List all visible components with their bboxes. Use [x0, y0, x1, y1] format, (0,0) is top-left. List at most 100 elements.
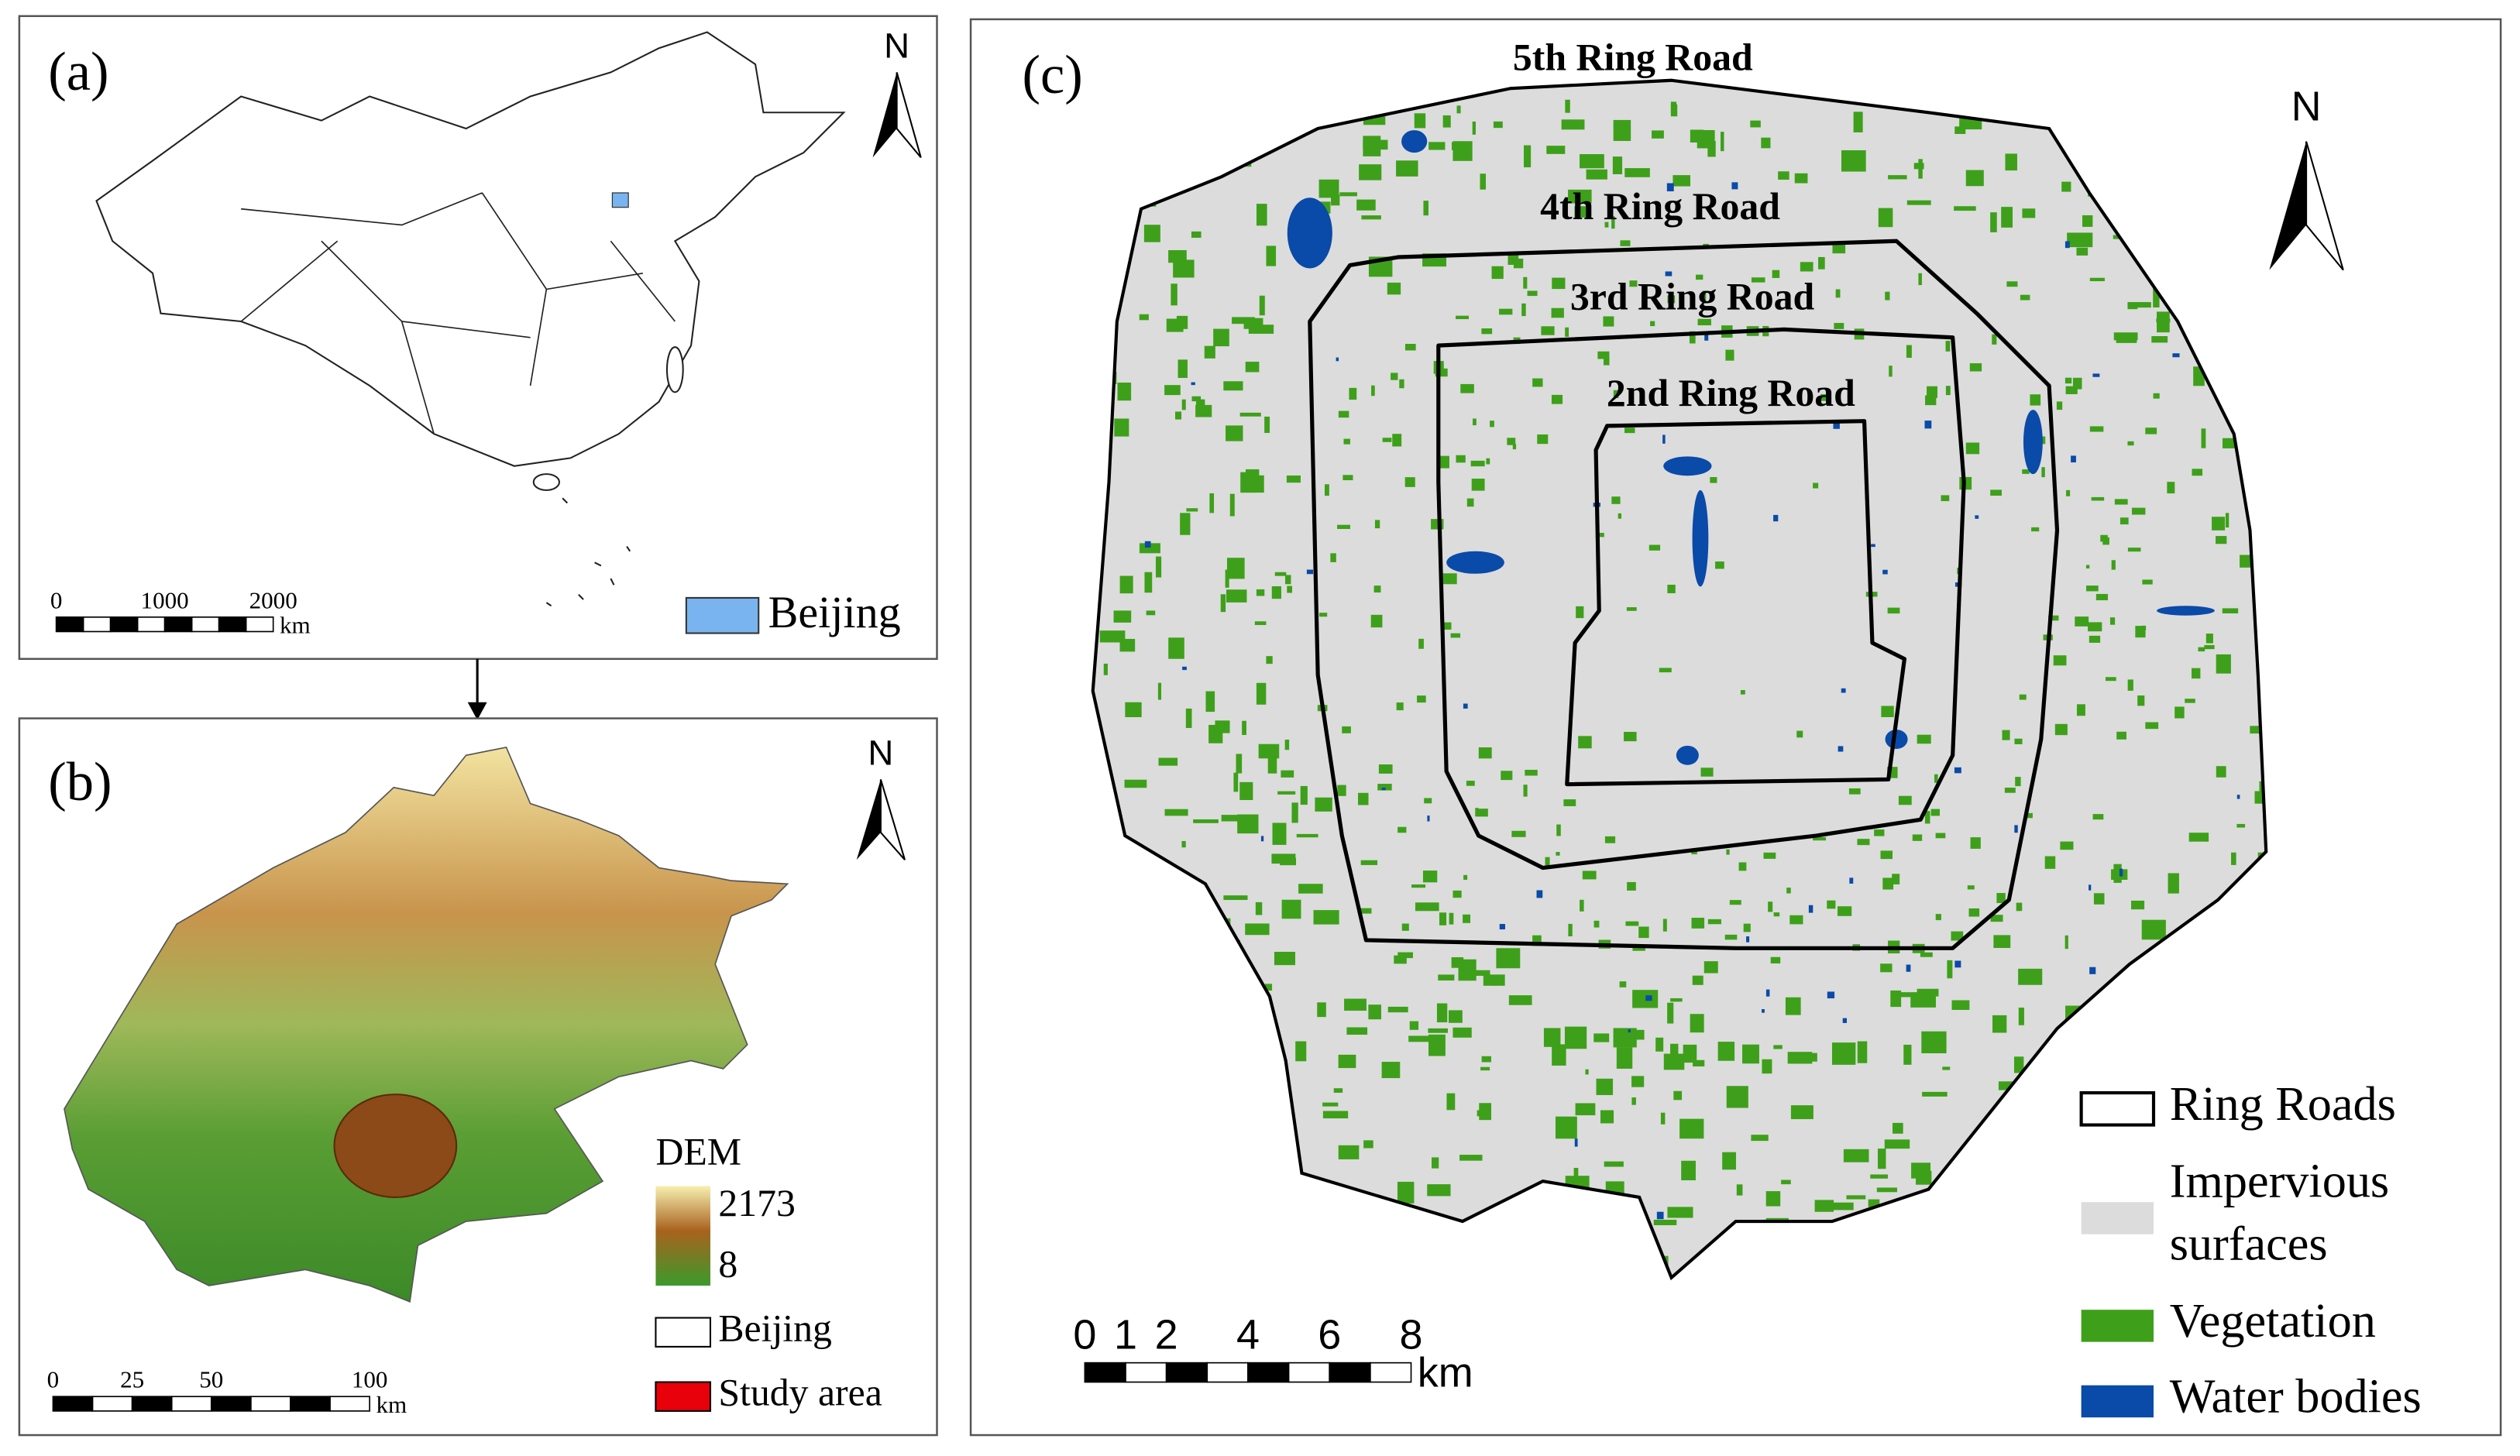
vegetation-patch	[1470, 460, 1485, 467]
vegetation-patch	[1398, 952, 1413, 959]
scale-segment	[170, 1396, 212, 1412]
ring-road-2	[1565, 419, 1907, 787]
vegetation-patch	[1473, 418, 1477, 426]
vegetation-patch	[1221, 815, 1244, 822]
vegetation-patch	[1471, 479, 1485, 491]
vegetation-patch	[1477, 1110, 1491, 1117]
vegetation-patch	[1317, 1002, 1326, 1018]
vegetation-patch	[2141, 919, 2166, 940]
vegetation-patch	[1439, 455, 1449, 469]
vegetation-patch	[1463, 874, 1468, 880]
legend-max: 2173	[718, 1182, 796, 1224]
vegetation-patch	[1887, 607, 1900, 614]
water-body	[2157, 606, 2215, 616]
vegetation-patch	[1722, 1152, 1736, 1170]
vegetation-patch	[1906, 200, 1931, 205]
beijing-highlight	[611, 192, 629, 208]
legend-label: Beijing	[768, 587, 901, 637]
vegetation-patch	[1552, 1044, 1566, 1066]
vegetation-patch	[1271, 853, 1296, 864]
water-patch	[1536, 890, 1543, 898]
vegetation-patch	[1248, 325, 1274, 334]
vegetation-patch	[1259, 295, 1265, 316]
water-patch	[1656, 1211, 1664, 1220]
vegetation-patch	[2072, 377, 2082, 390]
vegetation-patch	[2089, 277, 2105, 282]
vegetation-patch	[1455, 315, 1470, 320]
scale-segment	[1370, 1362, 1412, 1383]
vegetation-patch	[1762, 1059, 1772, 1074]
vegetation-patch	[2127, 548, 2141, 552]
vegetation-patch	[1537, 434, 1549, 445]
vegetation-patch	[1903, 1044, 1912, 1065]
vegetation-patch	[1264, 416, 1270, 434]
vegetation-patch	[1490, 421, 1494, 428]
vegetation-patch	[1344, 998, 1367, 1011]
vegetation-patch	[2185, 699, 2195, 703]
vegetation-patch	[1596, 1078, 1614, 1095]
vegetation-patch	[1333, 1088, 1343, 1093]
vegetation-patch	[1476, 809, 1488, 817]
vegetation-patch	[1119, 638, 1136, 652]
vegetation-patch	[1667, 584, 1676, 593]
vegetation-patch	[1359, 164, 1382, 180]
vegetation-patch	[2131, 900, 2145, 910]
vegetation-patch	[1493, 121, 1503, 129]
vegetation-patch	[2127, 303, 2138, 310]
water-patch	[1704, 335, 1709, 341]
vegetation-patch	[1689, 331, 1696, 344]
vegetation-patch	[1394, 955, 1407, 964]
panel-label: (a)	[48, 42, 108, 102]
vegetation-patch	[1272, 822, 1287, 845]
water-patch	[1260, 836, 1264, 842]
scale-segment	[52, 1396, 94, 1412]
vegetation-patch	[1256, 204, 1267, 226]
vegetation-patch	[1827, 900, 1836, 909]
vegetation-patch	[1512, 444, 1517, 450]
vegetation-patch	[1423, 201, 1428, 216]
vegetation-patch	[1638, 926, 1649, 939]
vegetation-patch	[1392, 434, 1402, 447]
vegetation-patch	[1337, 524, 1350, 530]
vegetation-patch	[1663, 1053, 1685, 1070]
water-patch	[1381, 788, 1386, 791]
vegetation-patch	[2116, 731, 2126, 740]
water-body	[1663, 456, 1712, 476]
water-patch	[1765, 989, 1770, 997]
vegetation-patch	[1947, 960, 1953, 979]
vegetation-patch	[1220, 594, 1226, 613]
vegetation-patch	[1580, 154, 1604, 169]
vegetation-patch	[1922, 1091, 1948, 1097]
vegetation-patch	[1935, 833, 1946, 839]
vegetation-patch	[1773, 1045, 1783, 1049]
vegetation-patch	[1415, 902, 1439, 912]
vegetation-patch	[1450, 633, 1461, 638]
vegetation-patch	[2076, 704, 2085, 716]
vegetation-patch	[2145, 722, 2159, 730]
vegetation-patch	[1442, 115, 1451, 128]
vegetation-patch	[1670, 1043, 1679, 1059]
scale-segment	[245, 616, 274, 633]
vegetation-patch	[1175, 411, 1182, 420]
vegetation-patch	[1659, 668, 1672, 673]
vegetation-patch	[1632, 947, 1645, 951]
vegetation-patch	[1387, 282, 1401, 295]
vegetation-patch	[1360, 908, 1372, 914]
vegetation-patch	[1576, 606, 1584, 619]
vegetation-patch	[1418, 638, 1424, 649]
vegetation-patch	[1442, 573, 1457, 585]
water-patch	[1499, 924, 1505, 930]
vegetation-patch	[1281, 770, 1294, 778]
vegetation-patch	[1582, 871, 1597, 880]
vegetation-patch	[1786, 888, 1791, 894]
water-patch	[1746, 936, 1750, 943]
vegetation-patch	[1751, 277, 1765, 283]
scale-segment	[1329, 1362, 1371, 1383]
vegetation-patch	[1552, 277, 1566, 290]
vegetation-patch	[1368, 1004, 1381, 1020]
vegetation-patch	[1585, 1069, 1589, 1075]
vegetation-patch	[1363, 116, 1386, 125]
vegetation-patch	[1693, 1059, 1705, 1067]
vegetation-patch	[1990, 212, 1997, 232]
vegetation-patch	[1916, 1170, 1932, 1185]
